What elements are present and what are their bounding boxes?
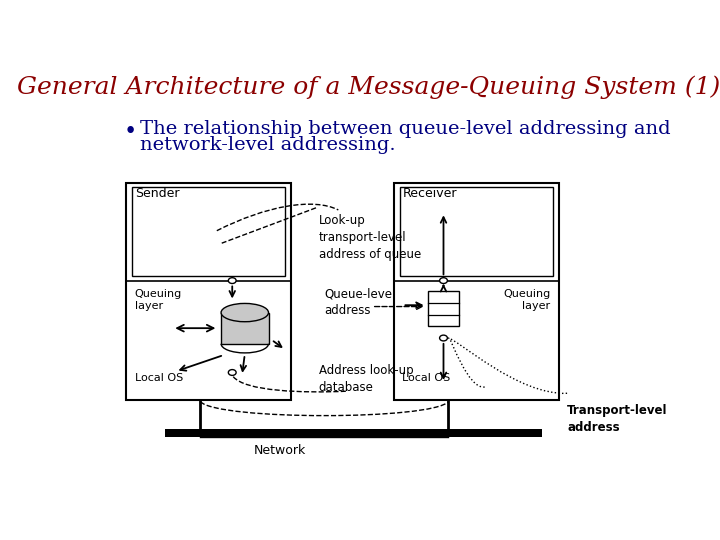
Circle shape — [440, 335, 447, 341]
Text: The relationship between queue-level addressing and: The relationship between queue-level add… — [140, 120, 671, 138]
Text: Queuing
layer: Queuing layer — [503, 289, 550, 312]
Text: network-level addressing.: network-level addressing. — [140, 136, 396, 154]
Circle shape — [228, 369, 236, 375]
Bar — [394, 183, 559, 400]
Text: General Architecture of a Message-Queuing System (1): General Architecture of a Message-Queuin… — [17, 75, 720, 99]
Text: Local OS: Local OS — [135, 373, 183, 383]
Circle shape — [440, 278, 447, 284]
Text: Network: Network — [253, 444, 306, 457]
Text: Sender: Sender — [135, 187, 179, 200]
Text: Look-up
transport-level
address of queue: Look-up transport-level address of queue — [319, 214, 421, 261]
Text: Address look-up
database: Address look-up database — [319, 364, 413, 394]
Text: Queuing
layer: Queuing layer — [135, 289, 182, 312]
Ellipse shape — [221, 303, 269, 322]
Bar — [166, 429, 542, 436]
Bar — [132, 187, 285, 276]
Text: Receiver: Receiver — [402, 187, 457, 200]
Bar — [126, 183, 291, 400]
Bar — [400, 187, 553, 276]
Text: Local OS: Local OS — [402, 373, 451, 383]
Text: •: • — [124, 121, 137, 143]
Bar — [428, 291, 459, 326]
Text: Transport-level
address: Transport-level address — [567, 404, 667, 434]
Bar — [221, 313, 269, 344]
Circle shape — [228, 278, 236, 284]
Text: Queue-level
address: Queue-level address — [324, 287, 396, 317]
